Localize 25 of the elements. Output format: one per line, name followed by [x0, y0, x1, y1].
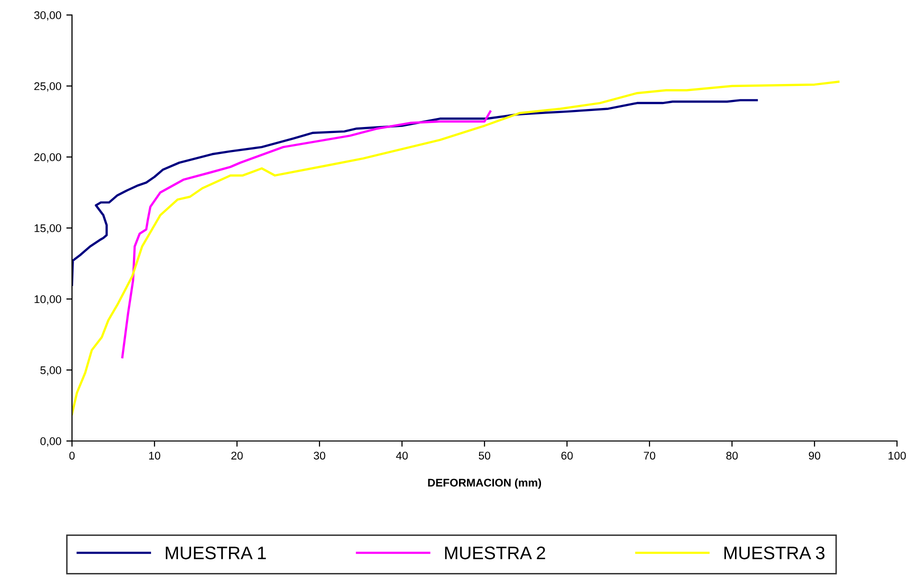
line-series [72, 99, 758, 286]
y-tick-label: 15,00 [34, 224, 62, 234]
x-tick-label: 40 [396, 452, 408, 460]
y-tick-label: 20,00 [34, 153, 62, 162]
legend-label: MUESTRA 3 [724, 546, 824, 560]
x-tick-label: 0 [69, 452, 75, 460]
y-tick-label: 5,00 [40, 366, 62, 376]
x-tick-label: 30 [314, 452, 326, 460]
x-tick-label: 60 [561, 452, 573, 460]
legend-label: MUESTRA 1 [166, 546, 266, 560]
x-tick-label: 50 [478, 452, 490, 460]
x-tick-label: 80 [726, 452, 738, 460]
line-series [121, 110, 492, 358]
y-tick-label: 25,00 [34, 82, 62, 92]
x-axis-title: DEFORMACION (mm) [428, 478, 542, 489]
x-tick-label: 70 [644, 452, 656, 460]
legend-label: MUESTRA 2 [445, 546, 546, 560]
x-tick-label: 90 [808, 452, 820, 460]
x-tick-label: 10 [149, 452, 160, 460]
line-series [72, 80, 840, 416]
y-tick-label: 0,00 [40, 437, 62, 446]
y-tick-label: 10,00 [34, 295, 62, 304]
y-tick-label: 30,00 [34, 11, 62, 20]
x-tick-label: 20 [231, 452, 243, 460]
x-tick-label: 100 [888, 452, 906, 460]
